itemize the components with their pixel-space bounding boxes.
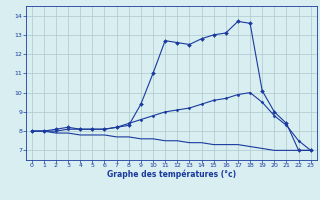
- X-axis label: Graphe des températures (°c): Graphe des températures (°c): [107, 170, 236, 179]
